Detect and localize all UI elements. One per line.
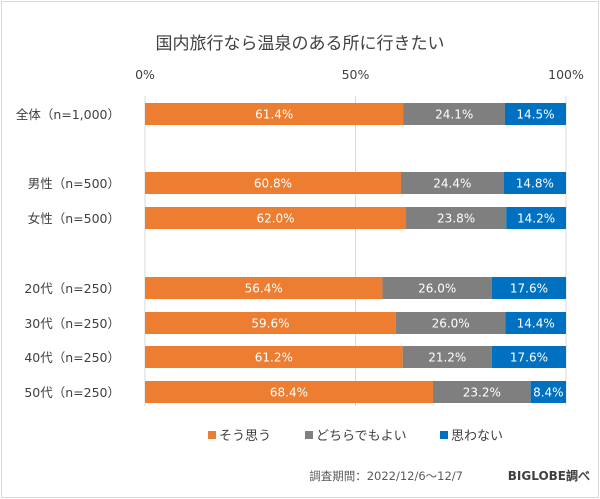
bar-segment	[491, 346, 566, 368]
category-label: 20代（n=250）	[24, 281, 120, 296]
data-label: 26.0%	[418, 282, 456, 296]
bar-segment	[145, 312, 396, 334]
chart-title: 国内旅行なら温泉のある所に行きたい	[156, 34, 445, 54]
x-tick-label: 50%	[342, 67, 370, 82]
category-label: 男性（n=500）	[28, 176, 120, 191]
data-label: 14.4%	[517, 317, 555, 331]
bar-segment	[145, 103, 404, 125]
bar-segment	[382, 277, 492, 299]
legend-swatch	[305, 431, 313, 439]
legend-label: そう思う	[219, 429, 271, 444]
data-label: 60.8%	[254, 177, 292, 191]
data-label: 68.4%	[270, 386, 308, 400]
source-label: BIGLOBE調べ	[508, 468, 590, 483]
data-label: 56.4%	[245, 282, 283, 296]
data-label: 21.2%	[428, 351, 466, 365]
bar-segment	[505, 312, 566, 334]
bar-segment	[503, 172, 566, 194]
data-label: 14.2%	[517, 212, 555, 226]
category-label: 50代（n=250）	[24, 385, 120, 400]
bar-segment	[145, 381, 433, 403]
category-label: 30代（n=250）	[24, 316, 120, 331]
category-label: 女性（n=500）	[28, 211, 120, 226]
data-label: 59.6%	[251, 317, 289, 331]
bar-segment	[145, 207, 407, 229]
legend-swatch	[440, 431, 448, 439]
category-label: 40代（n=250）	[24, 350, 120, 365]
data-label: 8.4%	[533, 386, 564, 400]
data-label: 24.4%	[433, 177, 471, 191]
data-label: 26.0%	[432, 317, 470, 331]
bar-segment	[145, 172, 401, 194]
bar-segment	[402, 346, 492, 368]
bar-segment	[395, 312, 506, 334]
bar-segment	[406, 207, 507, 229]
data-label: 23.8%	[437, 212, 475, 226]
data-label: 24.1%	[435, 108, 473, 122]
legend-label: どちらでもよい	[316, 429, 407, 444]
survey-period: 調査期間：2022/12/6～12/7	[309, 469, 463, 483]
data-label: 17.6%	[510, 351, 548, 365]
data-label: 14.8%	[516, 177, 554, 191]
bar-segment	[403, 103, 505, 125]
x-tick-label: 100%	[548, 67, 584, 82]
bar-segment	[145, 346, 403, 368]
bar-segment	[504, 103, 566, 125]
legend-label: 思わない	[451, 429, 503, 444]
bar-segment	[400, 172, 504, 194]
data-label: 61.4%	[255, 108, 293, 122]
data-label: 61.2%	[255, 351, 293, 365]
data-label: 23.2%	[463, 386, 501, 400]
data-label: 62.0%	[256, 212, 294, 226]
bar-segment	[491, 277, 566, 299]
bar-segment	[530, 381, 566, 403]
bar-segment	[432, 381, 531, 403]
data-label: 17.6%	[510, 282, 548, 296]
category-label: 全体（n=1,000）	[16, 107, 120, 122]
data-label: 14.5%	[516, 108, 554, 122]
bar-segment	[506, 207, 566, 229]
x-tick-label: 0%	[135, 67, 155, 82]
legend-swatch	[208, 431, 216, 439]
bar-segment	[145, 277, 383, 299]
